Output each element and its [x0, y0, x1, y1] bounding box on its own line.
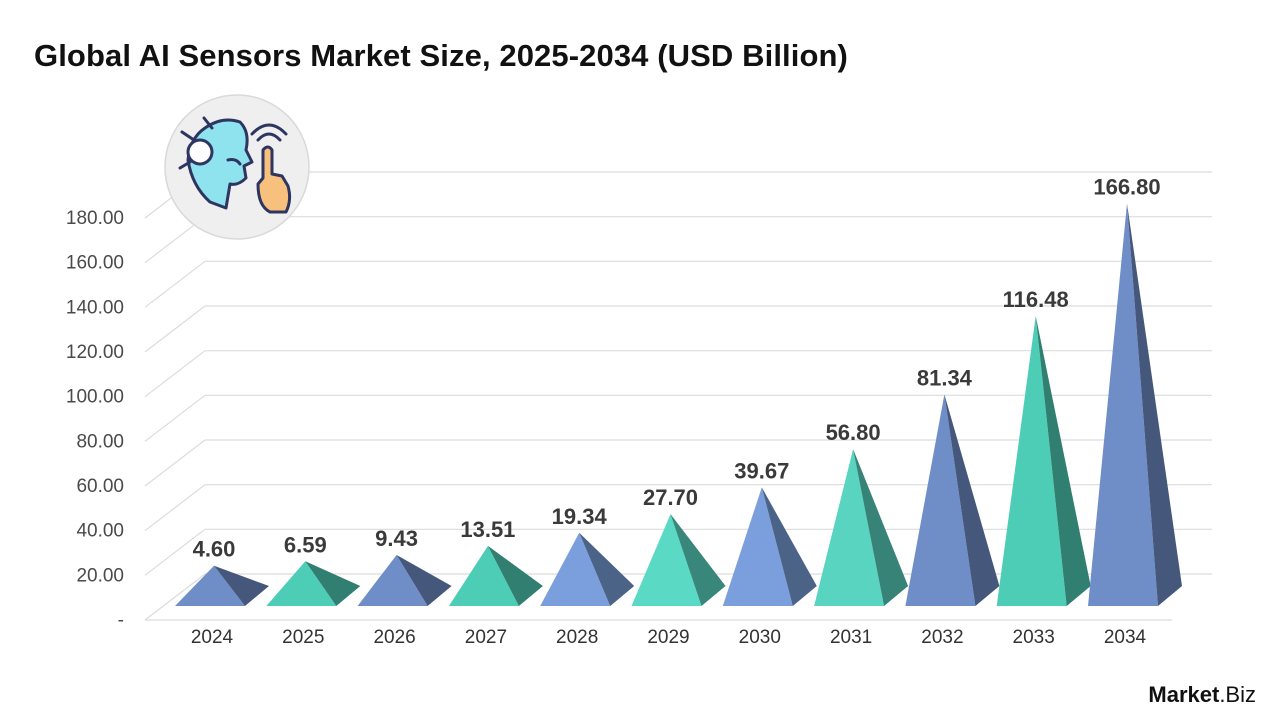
ai-sensor-icon	[164, 94, 310, 240]
y-tick-label: 160.00	[66, 253, 124, 274]
pyramid-front-face	[540, 532, 611, 606]
x-tick-label: 2026	[373, 627, 415, 648]
pyramid-bar	[631, 514, 726, 606]
grid-line-diagonal	[144, 573, 206, 621]
pyramid-side-face	[579, 532, 635, 606]
x-tick-label: 2031	[830, 627, 872, 648]
pyramid-bar	[722, 487, 817, 606]
pyramid-side-face	[853, 449, 909, 606]
y-tick-label: 80.00	[76, 431, 124, 452]
grid-line-diagonal	[144, 439, 206, 487]
chart-title: Global AI Sensors Market Size, 2025-2034…	[34, 38, 848, 73]
data-label: 39.67	[734, 458, 789, 483]
x-tick-label: 2033	[1013, 627, 1055, 648]
pyramid-front-face	[357, 554, 428, 606]
grid-line-diagonal	[144, 528, 206, 576]
data-label: 116.48	[1003, 287, 1069, 312]
pyramid-bar	[175, 565, 269, 606]
pyramid-side-face	[944, 394, 1000, 606]
x-tick-label: 2029	[647, 627, 689, 648]
y-tick-label: 140.00	[66, 297, 124, 318]
pyramid-front-face	[905, 394, 976, 606]
y-tick-label: 20.00	[76, 565, 124, 586]
pyramid-front-face	[175, 565, 245, 606]
pyramid-bar	[540, 532, 635, 606]
y-tick-label: 40.00	[76, 521, 124, 542]
pyramid-side-face	[396, 554, 452, 606]
pyramid-bar	[448, 545, 543, 606]
grid-line-diagonal	[144, 394, 206, 442]
pyramid-side-face	[214, 565, 269, 606]
data-label: 19.34	[552, 504, 608, 529]
pyramid-front-face	[266, 561, 337, 606]
data-label: 56.80	[826, 420, 881, 445]
y-tick-label: 180.00	[66, 208, 124, 229]
pyramid-front-face	[996, 315, 1067, 606]
pyramid-front-face	[814, 449, 885, 606]
brand-name: Market	[1148, 682, 1220, 707]
data-marks: 4.60 6.59 9.43 13.51 19.34 27.70 39.67 56.80 81.…	[175, 174, 1182, 607]
pyramid-side-face	[670, 514, 726, 606]
x-tick-label: 2030	[739, 627, 781, 648]
y-tick-label: 60.00	[76, 476, 124, 497]
data-label: 4.60	[193, 537, 236, 562]
y-tick-label: 120.00	[66, 342, 124, 363]
data-label: 166.80	[1093, 174, 1160, 199]
pyramid-front-face	[722, 487, 793, 606]
pyramid-bar	[996, 315, 1091, 606]
pyramid-bar	[814, 449, 909, 606]
y-tick-label: 100.00	[66, 387, 124, 408]
data-label: 27.70	[643, 485, 698, 510]
y-tick-label: -	[118, 610, 124, 631]
pyramid-side-face	[1127, 203, 1182, 607]
x-axis-ticks: 2024 2025 2026 2027 2028 2029 2030 2031 2032 2033…	[191, 627, 1147, 648]
data-label: 9.43	[375, 526, 418, 551]
x-tick-label: 2027	[465, 627, 507, 648]
x-tick-label: 2024	[191, 627, 234, 648]
pyramid-bar	[905, 394, 1000, 606]
pyramid-bar	[357, 554, 452, 606]
x-tick-label: 2025	[282, 627, 324, 648]
pyramid-bar	[266, 561, 361, 606]
pyramid-bar	[1088, 203, 1182, 607]
pyramid-front-face	[631, 514, 702, 606]
x-tick-label: 2028	[556, 627, 598, 648]
brand-suffix: .Biz	[1219, 682, 1256, 707]
pyramid-front-face	[448, 545, 519, 606]
grid-line-diagonal	[144, 484, 206, 532]
data-label: 6.59	[284, 532, 327, 557]
x-tick-label: 2034	[1104, 627, 1147, 648]
brand-logo: Market .Biz	[1148, 682, 1256, 708]
data-label: 81.34	[917, 365, 973, 390]
pyramid-side-face	[761, 487, 817, 606]
data-label: 13.51	[460, 517, 515, 542]
pyramid-side-face	[305, 561, 361, 606]
y-axis-ticks: - 20.00 40.00 60.00 80.00 100.00 120.00 140.00 1…	[66, 208, 124, 631]
grid-line-diagonal	[144, 305, 206, 353]
grid-line-diagonal	[144, 260, 206, 308]
pyramid-side-face	[1035, 315, 1091, 606]
grid-line-diagonal	[144, 350, 206, 398]
pyramid-front-face	[1088, 203, 1158, 607]
x-tick-label: 2032	[921, 627, 963, 648]
pyramid-side-face	[487, 545, 543, 606]
